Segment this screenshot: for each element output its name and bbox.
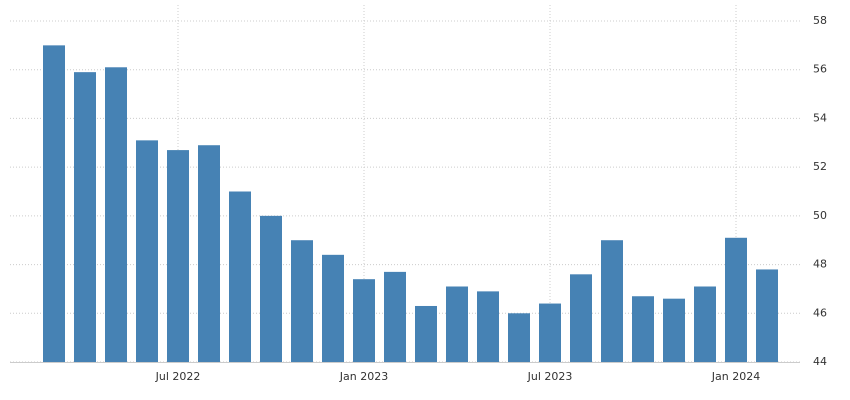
bar <box>105 67 127 363</box>
bar <box>601 240 623 362</box>
bar <box>384 271 406 362</box>
x-tick-label: Jul 2023 <box>527 370 573 383</box>
bar <box>322 254 344 362</box>
bar <box>136 140 158 362</box>
bar <box>229 191 251 362</box>
bar <box>353 279 375 362</box>
bar <box>632 296 654 362</box>
bar <box>663 298 685 362</box>
x-tick-label: Jul 2022 <box>155 370 201 383</box>
bar <box>74 72 96 363</box>
y-tick-label: 52 <box>813 160 827 173</box>
x-tick-label: Jan 2024 <box>711 370 760 383</box>
bar <box>43 45 65 362</box>
y-tick-label: 54 <box>813 111 827 124</box>
bar <box>167 150 189 362</box>
bar <box>725 237 747 362</box>
y-tick-label: 44 <box>813 355 827 368</box>
y-tick-label: 58 <box>813 14 827 27</box>
bar <box>291 240 313 362</box>
bar <box>415 305 437 362</box>
bar <box>539 303 561 362</box>
bar <box>477 291 499 362</box>
y-tick-label: 46 <box>813 306 827 319</box>
bar <box>756 269 778 362</box>
bar <box>198 145 220 362</box>
bar <box>446 286 468 362</box>
y-tick-label: 56 <box>813 63 827 76</box>
y-tick-label: 48 <box>813 258 827 271</box>
bar <box>694 286 716 362</box>
bar <box>260 215 282 362</box>
y-tick-label: 50 <box>813 209 827 222</box>
bar <box>570 274 592 362</box>
x-tick-label: Jan 2023 <box>339 370 388 383</box>
bar <box>508 313 530 362</box>
